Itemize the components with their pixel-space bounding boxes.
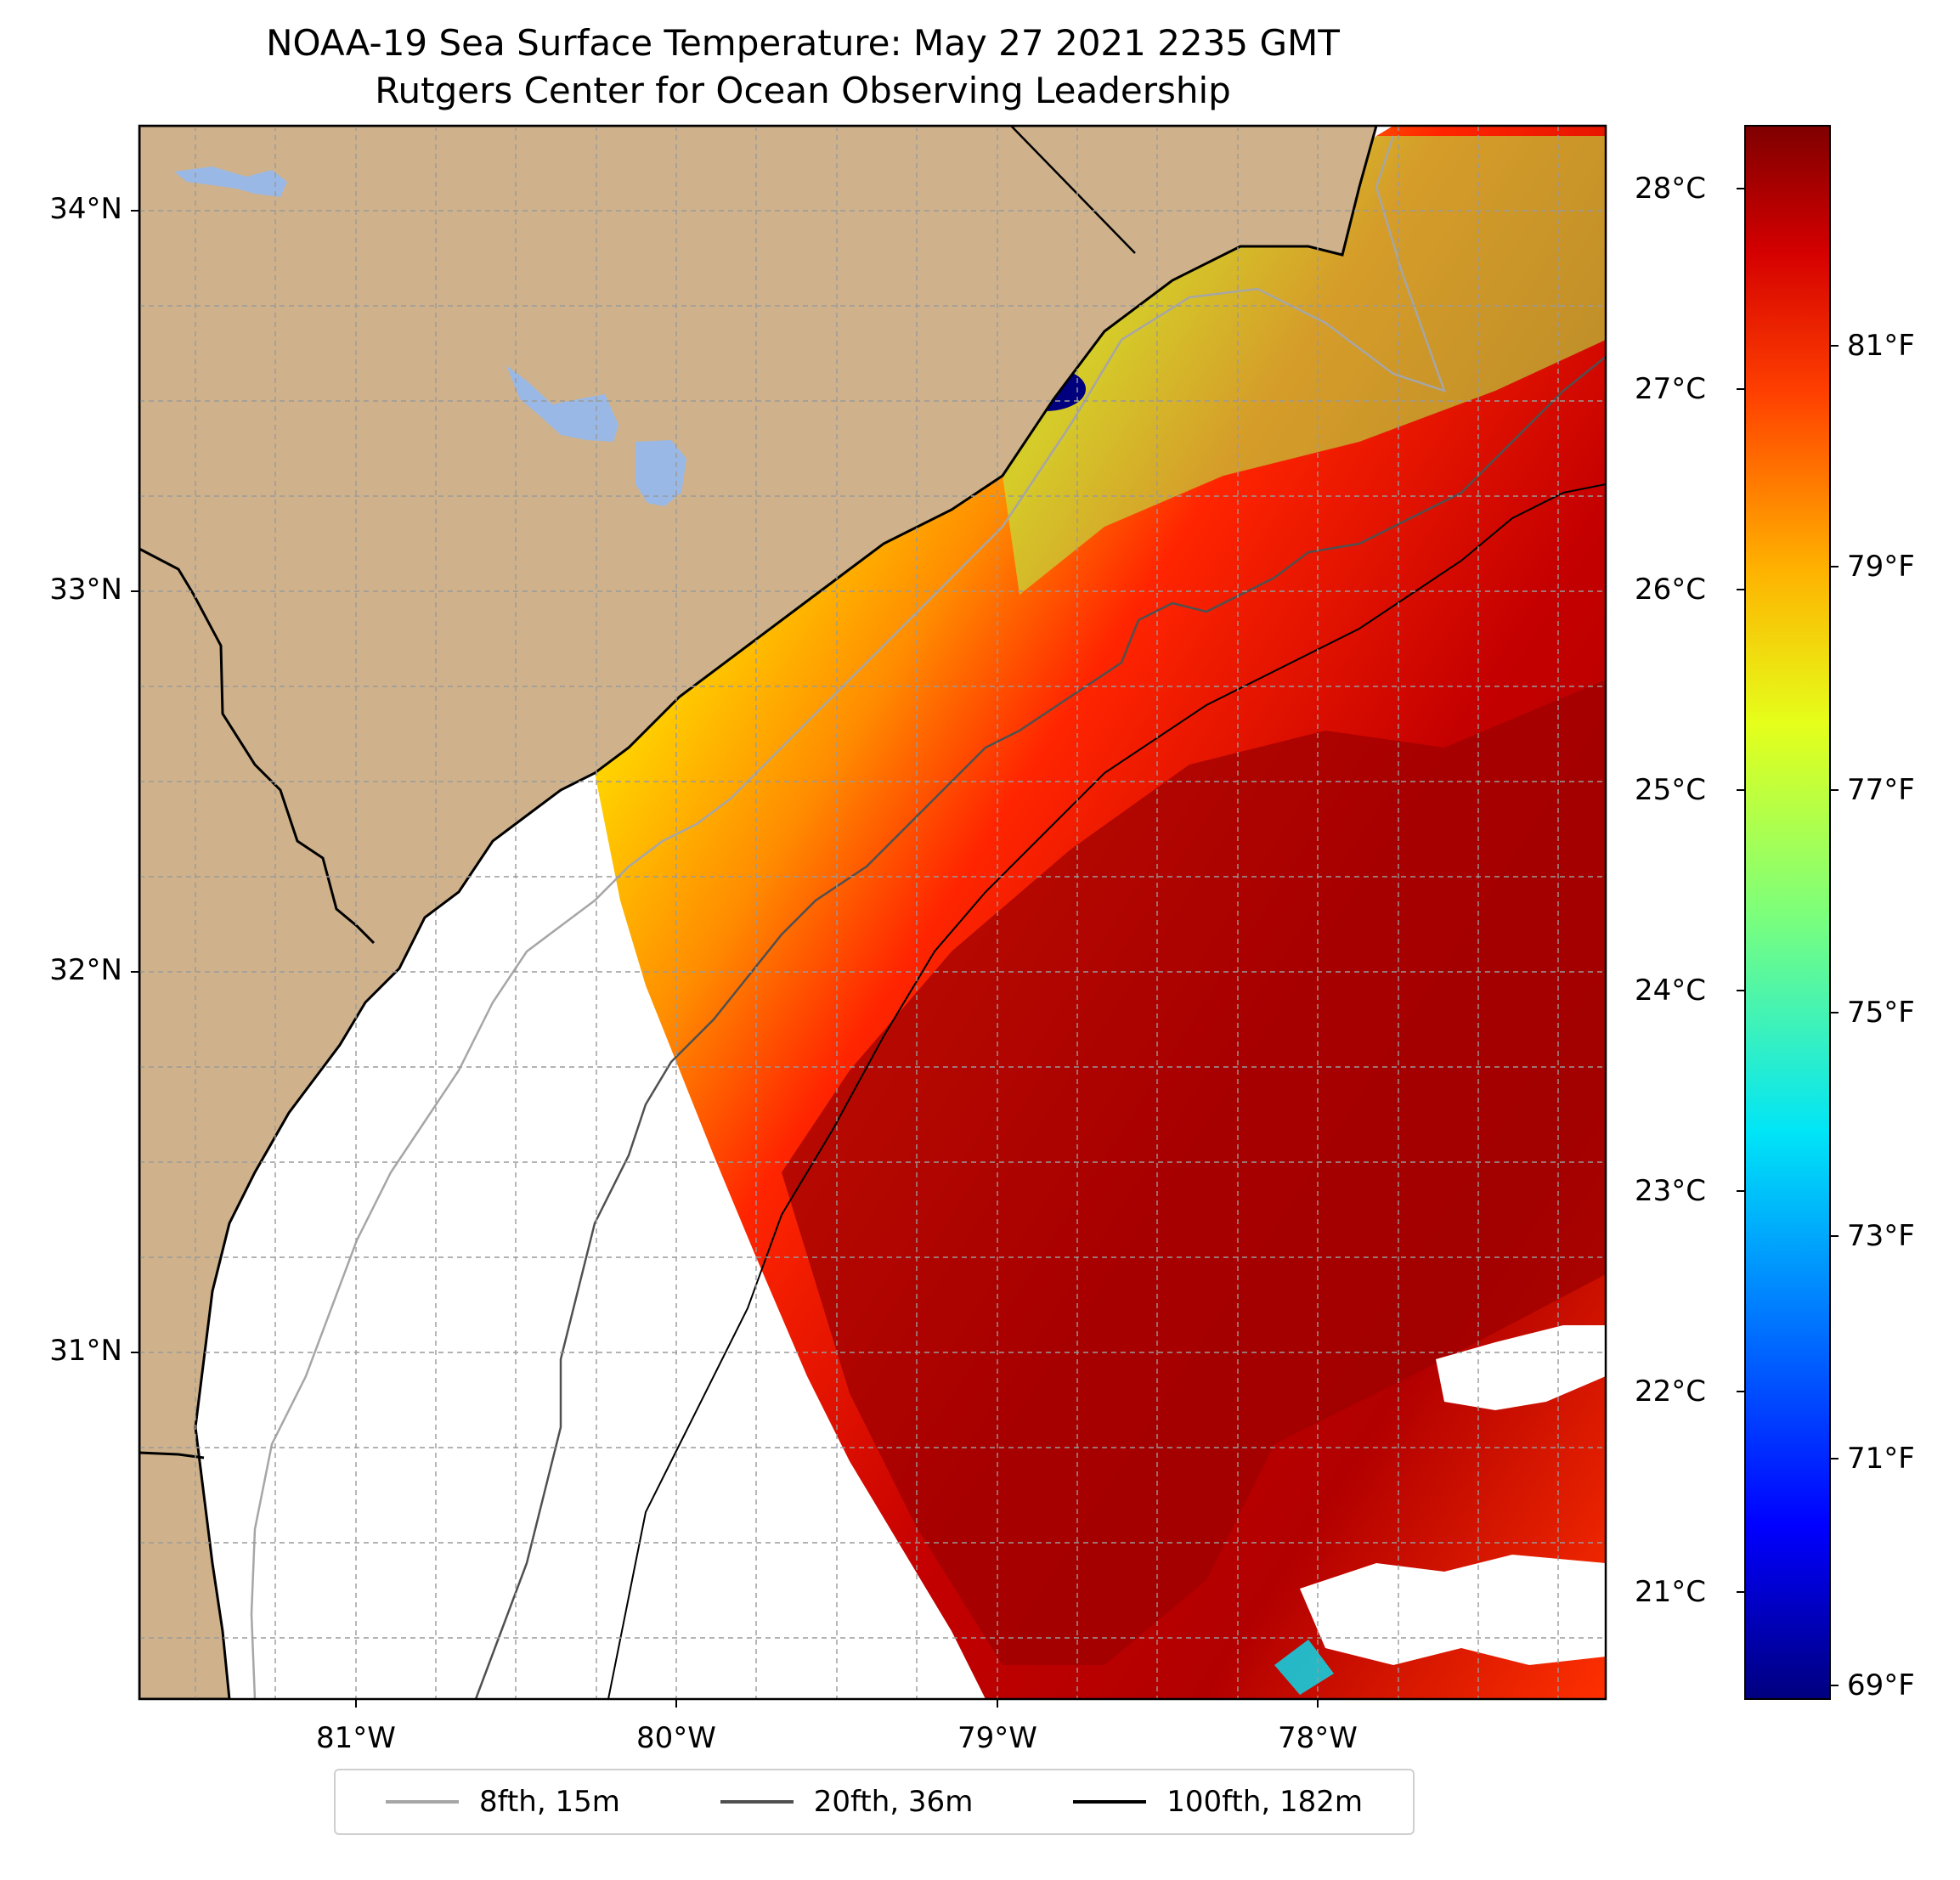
cb-c-21: 21°C <box>1635 1575 1707 1609</box>
legend-label-36m: 20fth, 36m <box>813 1785 974 1819</box>
lat-label-34: 34°N <box>49 192 122 226</box>
cb-f-75: 75°F <box>1847 996 1915 1030</box>
colorbar <box>1744 125 1831 1700</box>
warm-core <box>782 680 1606 1665</box>
lat-label-31: 31°N <box>49 1334 122 1368</box>
legend-item-15m: 8fth, 15m <box>385 1785 620 1819</box>
legend-item-36m: 20fth, 36m <box>720 1785 974 1819</box>
cloud-edge <box>1274 1640 1334 1695</box>
legend-label-15m: 8fth, 15m <box>478 1785 620 1819</box>
lon-label-78: 78°W <box>1278 1721 1358 1755</box>
cb-c-22: 22°C <box>1635 1375 1707 1409</box>
cb-c-23: 23°C <box>1635 1174 1707 1208</box>
contour-182m <box>607 483 1606 1699</box>
cb-c-26: 26°C <box>1635 573 1707 607</box>
legend-swatch-36m <box>720 1800 794 1804</box>
state-border <box>1010 126 1136 254</box>
cb-c-28: 28°C <box>1635 172 1707 206</box>
lon-label-80: 80°W <box>636 1721 716 1755</box>
contour-legend: 8fth, 15m 20fth, 36m 100fth, 182m <box>334 1769 1415 1835</box>
lon-label-81: 81°W <box>316 1721 396 1755</box>
cb-f-73: 73°F <box>1847 1219 1915 1253</box>
cb-f-81: 81°F <box>1847 329 1915 363</box>
cb-c-25: 25°C <box>1635 773 1707 807</box>
map-frame <box>138 124 1607 1701</box>
axis-ticks <box>131 210 1319 1708</box>
coastal-river <box>139 547 376 945</box>
cb-c-24: 24°C <box>1635 974 1707 1008</box>
cb-f-69: 69°F <box>1847 1668 1915 1702</box>
legend-swatch-15m <box>385 1800 459 1804</box>
cool-band <box>1003 136 1606 595</box>
legend-swatch-182m <box>1073 1800 1147 1804</box>
contour-36m <box>474 356 1606 1699</box>
cb-f-77: 77°F <box>1847 773 1915 807</box>
lake-2 <box>506 365 619 442</box>
lat-label-33: 33°N <box>49 573 122 607</box>
cb-f-79: 79°F <box>1847 550 1915 584</box>
land-mass <box>139 126 1378 1699</box>
legend-item-182m: 100fth, 182m <box>1073 1785 1363 1819</box>
colorbar-ticks <box>1737 188 1839 1686</box>
cb-f-71: 71°F <box>1847 1442 1915 1476</box>
lake-3 <box>635 440 686 506</box>
lake-1 <box>174 167 287 197</box>
lat-label-32: 32°N <box>49 953 122 987</box>
legend-label-182m: 100fth, 182m <box>1166 1785 1364 1819</box>
map-area <box>139 126 1606 1699</box>
map-subtitle: Rutgers Center for Ocean Observing Leade… <box>375 70 1231 111</box>
map-title: NOAA-19 Sea Surface Temperature: May 27 … <box>266 22 1340 64</box>
lon-label-79: 79°W <box>957 1721 1037 1755</box>
contour-15m <box>250 135 1447 1699</box>
cb-c-27: 27°C <box>1635 372 1707 406</box>
gridlines <box>139 126 1606 1699</box>
